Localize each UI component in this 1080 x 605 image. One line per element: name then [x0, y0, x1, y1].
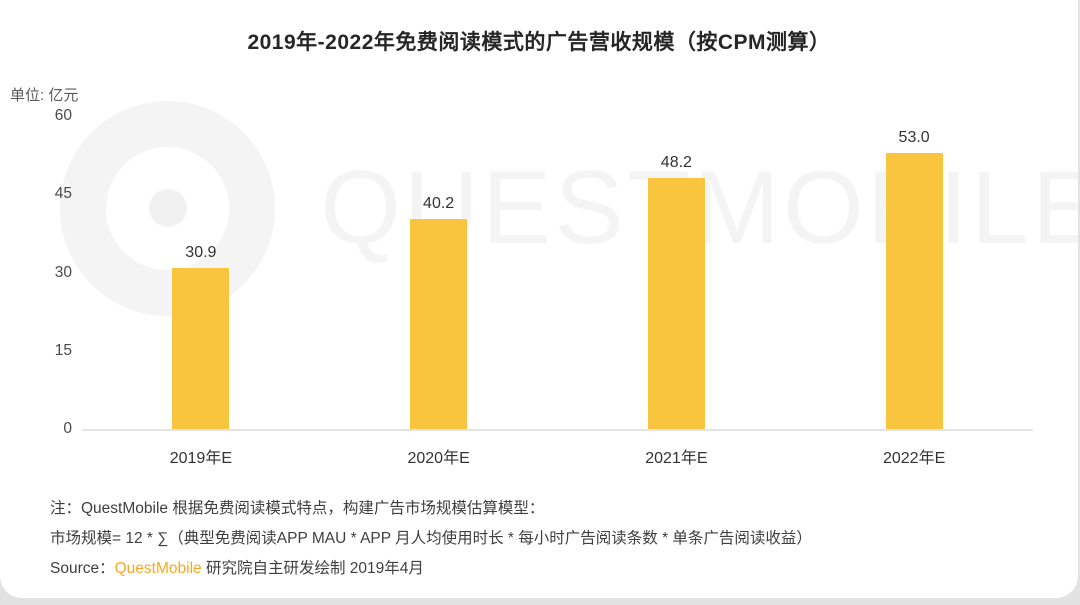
note-line-1: 注：QuestMobile 根据免费阅读模式特点，构建广告市场规模估算模型：	[50, 500, 545, 517]
y-tick-label: 45	[54, 185, 72, 203]
bar-column: 48.2	[558, 116, 796, 429]
unit-label: 单位: 亿元	[10, 87, 79, 104]
source-suffix: 研究院自主研发绘制 2019年4月	[201, 560, 424, 577]
bar-value-label: 48.2	[660, 153, 692, 171]
source-line: Source：QuestMobile 研究院自主研发绘制 2019年4月	[50, 554, 1058, 584]
bar-value-label: 30.9	[185, 243, 217, 261]
source-prefix: Source：	[50, 560, 115, 577]
x-axis-label: 2021年E	[645, 450, 708, 467]
bar	[647, 177, 705, 429]
source-brand: QuestMobile	[114, 560, 202, 577]
x-axis-labels: 2019年E 2020年E 2021年E 2022年E	[82, 431, 1033, 468]
bar	[172, 267, 230, 429]
bar	[885, 152, 943, 429]
chart-title: 2019年-2022年免费阅读模式的广告营收规模（按CPM测算）	[247, 31, 831, 54]
notes: 注：QuestMobile 根据免费阅读模式特点，构建广告市场规模估算模型： 市…	[50, 494, 1058, 584]
x-axis-label: 2020年E	[407, 450, 470, 467]
bar-column: 30.9	[82, 116, 320, 429]
y-tick-label: 15	[54, 341, 72, 359]
y-tick-label: 0	[63, 420, 72, 437]
bar-column: 53.0	[795, 116, 1033, 429]
y-tick-label: 30	[54, 263, 72, 281]
y-tick-label: 60	[54, 107, 72, 124]
x-axis-label: 2019年E	[169, 450, 233, 467]
bar-column: 40.2	[320, 116, 558, 429]
plot-area: 30.9 40.2 48.2 53.0	[82, 116, 1033, 431]
note-line-2: 市场规模= 12 * ∑（典型免费阅读APP MAU * APP 月人均使用时长…	[50, 530, 812, 547]
bar-value-label: 40.2	[423, 195, 455, 213]
bar-value-label: 53.0	[898, 128, 930, 146]
bar	[410, 219, 468, 429]
y-axis: 60 45 30 15 0	[12, 107, 72, 437]
x-axis-label: 2022年E	[882, 450, 946, 467]
